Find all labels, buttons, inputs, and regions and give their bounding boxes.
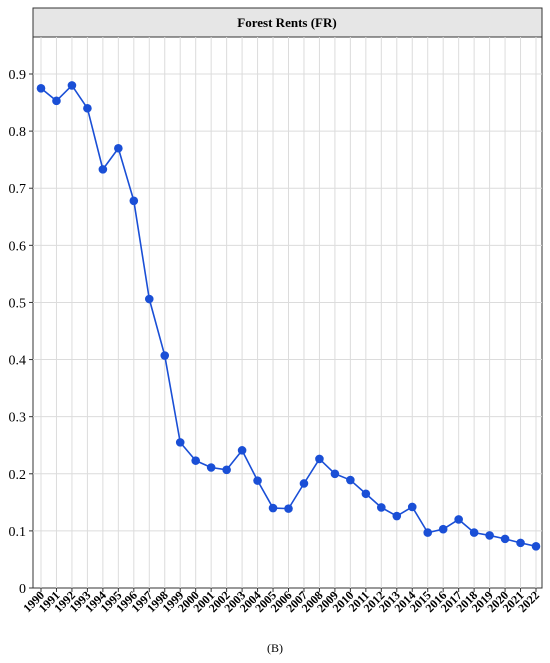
data-point bbox=[129, 196, 139, 206]
data-point bbox=[438, 524, 448, 534]
y-axis: 0 0.1 0.2 0.3 0.4 0.5 0.6 0.7 0.8 0.9 bbox=[9, 68, 33, 597]
figure-caption: (B) bbox=[267, 641, 283, 655]
y-tick-label: 0.7 bbox=[9, 182, 27, 197]
x-axis: 1990199119921993199419951996199719981999… bbox=[20, 588, 542, 615]
data-point bbox=[36, 83, 46, 93]
title-bar bbox=[32, 7, 543, 38]
data-point bbox=[160, 351, 170, 360]
data-point bbox=[191, 456, 200, 465]
data-point bbox=[98, 165, 108, 174]
grid bbox=[33, 37, 542, 588]
data-point bbox=[531, 542, 541, 551]
y-tick-label: 0.8 bbox=[9, 125, 27, 140]
data-point bbox=[268, 503, 278, 513]
data-point bbox=[114, 143, 123, 153]
data-point bbox=[67, 81, 77, 90]
y-tick-label: 0.5 bbox=[9, 296, 27, 311]
data-point bbox=[83, 103, 92, 113]
y-tick-label: 0.6 bbox=[9, 239, 27, 254]
data-point bbox=[485, 531, 494, 540]
y-tick-label: 0.9 bbox=[9, 68, 27, 83]
data-point bbox=[222, 465, 231, 475]
data-point bbox=[423, 528, 433, 537]
series bbox=[36, 81, 541, 551]
chart-frame bbox=[32, 7, 543, 589]
data-point bbox=[516, 538, 525, 548]
data-point bbox=[469, 528, 479, 537]
data-point bbox=[284, 504, 293, 513]
data-point bbox=[392, 511, 402, 521]
data-point bbox=[454, 515, 463, 524]
data-point bbox=[52, 96, 61, 106]
y-tick-label: 0.4 bbox=[9, 354, 27, 369]
y-tick-label: 0.3 bbox=[9, 411, 27, 426]
data-point bbox=[175, 438, 185, 447]
y-tick-label: 0 bbox=[19, 582, 26, 597]
data-point bbox=[315, 454, 324, 464]
data-point bbox=[237, 446, 247, 455]
data-point bbox=[144, 294, 154, 304]
chart-title: Forest Rents (FR) bbox=[237, 15, 336, 30]
data-point bbox=[361, 489, 371, 499]
data-point bbox=[377, 503, 386, 512]
data-point bbox=[206, 463, 216, 472]
data-point bbox=[253, 476, 262, 485]
data-point bbox=[346, 475, 355, 485]
data-point bbox=[330, 469, 340, 479]
y-tick-label: 0.2 bbox=[9, 468, 27, 483]
data-point bbox=[407, 502, 417, 512]
data-point bbox=[500, 534, 510, 544]
y-tick-label: 0.1 bbox=[9, 525, 27, 540]
data-point bbox=[299, 479, 309, 488]
